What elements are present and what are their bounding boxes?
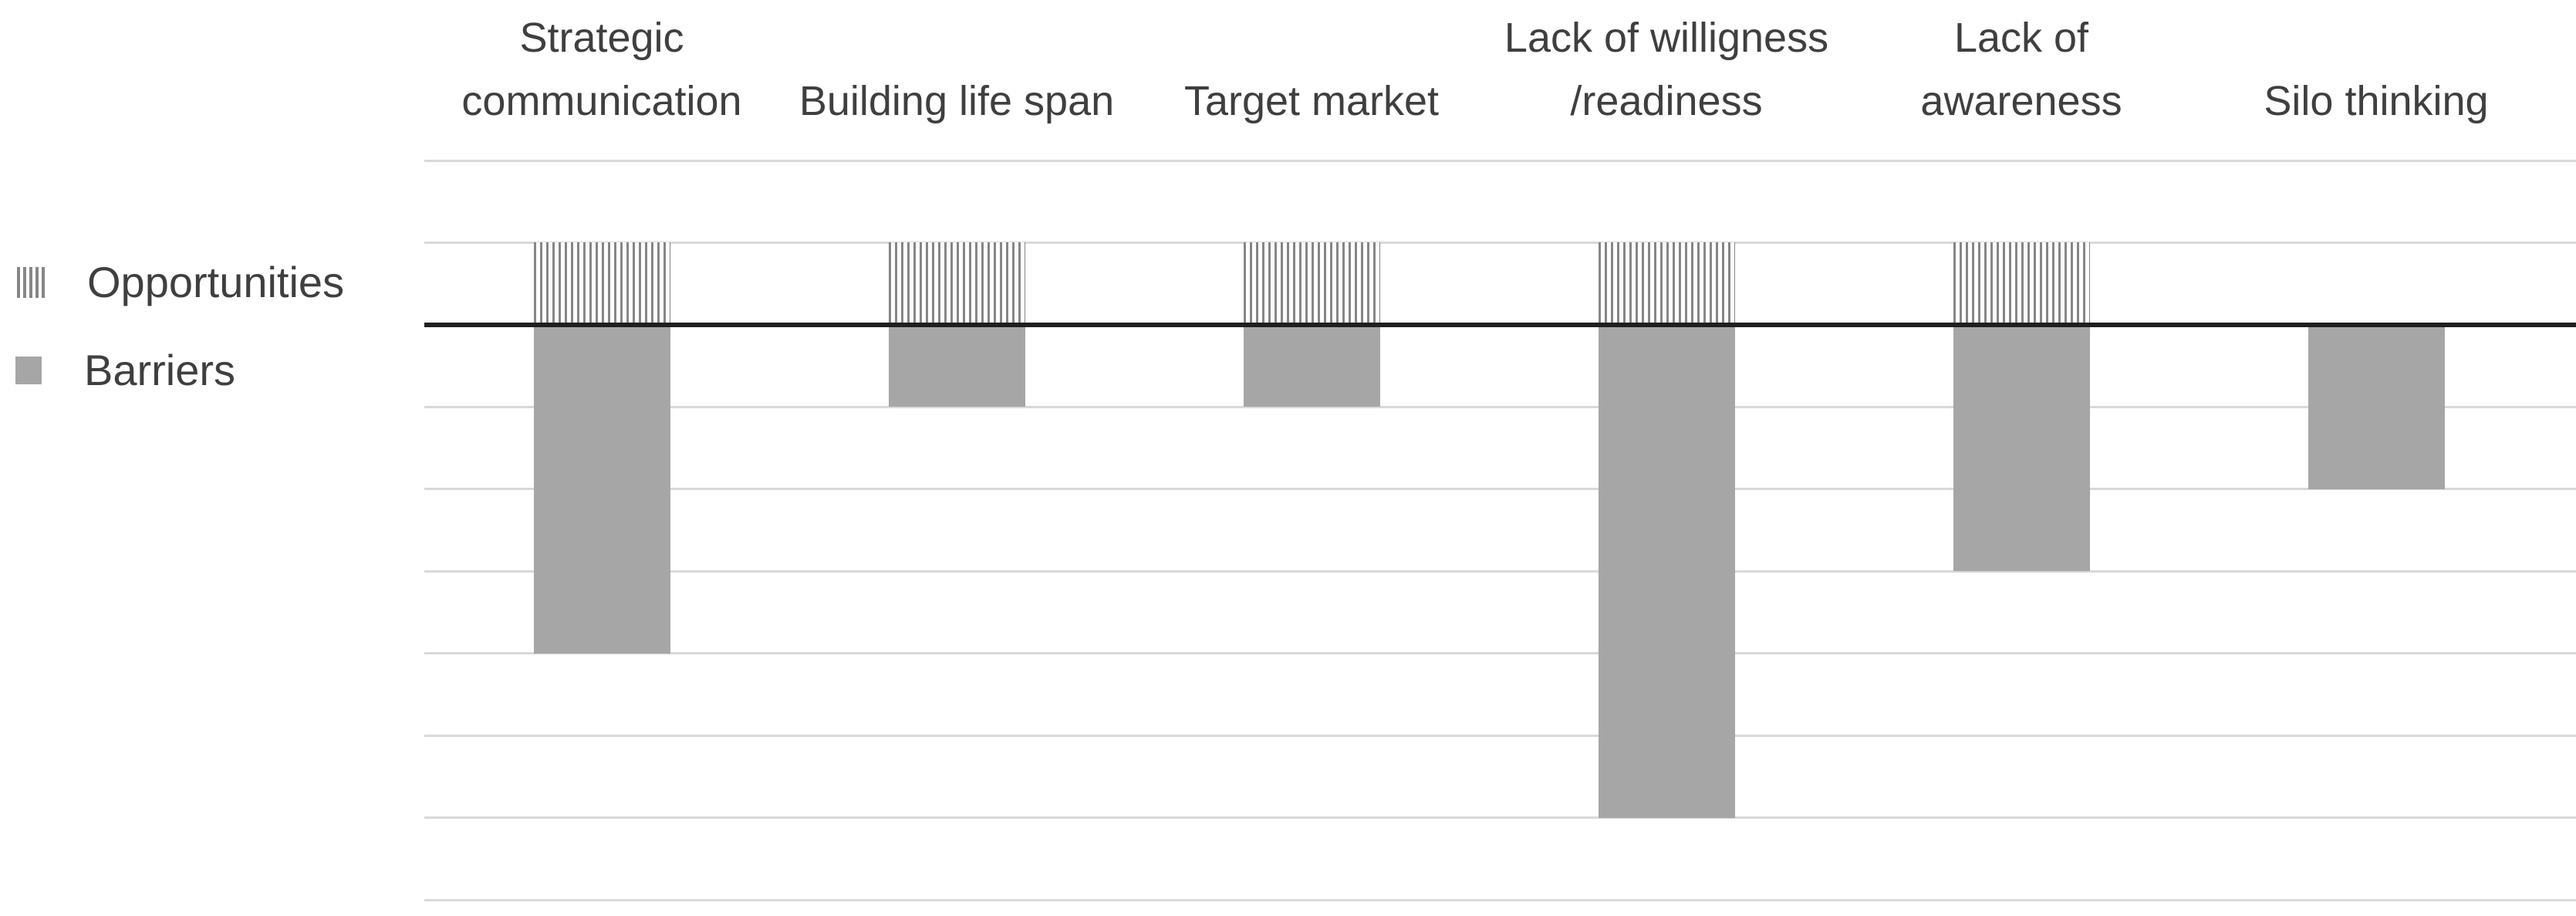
category-label-line: Target market [1183,78,1440,124]
barriers-bar [533,324,670,654]
category-label: Silo thinking [2199,0,2554,133]
opportunities-bar [1953,242,2090,325]
category-label-line: Silo thinking [2264,78,2489,124]
gridline [424,488,2576,491]
opportunities-bar [1598,242,1735,325]
legend-item-opportunities: Opportunities [17,261,344,304]
legend-label-barriers: Barriers [84,346,236,394]
gridline [424,570,2576,573]
barriers-bar [1243,324,1380,407]
category-label: Building life span [779,0,1134,133]
opportunities-bar [533,242,670,325]
category-label: Target market [1134,0,1489,133]
barriers-bar [888,324,1025,407]
legend-item-barriers: Barriers [15,349,235,392]
barriers-swatch-icon [15,357,42,384]
gridline [424,734,2576,737]
barriers-bar [2308,324,2445,489]
opportunities-bar [888,242,1025,325]
category-label-line: Building life span [798,78,1115,124]
category-label-line: Lack of willigness [1504,15,1829,61]
opportunities-swatch-icon [17,267,45,298]
legend-label-opportunities: Opportunities [87,258,345,306]
gridline [424,405,2576,408]
gridline [424,159,2576,162]
category-label-line: Strategic [519,15,684,61]
zero-axis-line [424,322,2576,327]
category-label: Strategic communication [424,0,779,133]
plot-area [424,159,2576,901]
barriers-bar [1953,324,2090,572]
category-label: Lack of awareness [1844,0,2199,133]
category-label: Lack of willigness/readiness [1489,0,1844,133]
category-label-line: /readiness [1570,78,1763,124]
category-label-line: awareness [1920,78,2122,124]
opportunities-bar [1243,242,1380,325]
gridline [424,816,2576,820]
barriers-bar [1598,324,1735,818]
category-label-line: Lack of [1953,15,2089,61]
gridline [424,898,2576,901]
gridline [424,652,2576,655]
gridline [424,241,2576,244]
category-label-line: communication [461,78,742,124]
